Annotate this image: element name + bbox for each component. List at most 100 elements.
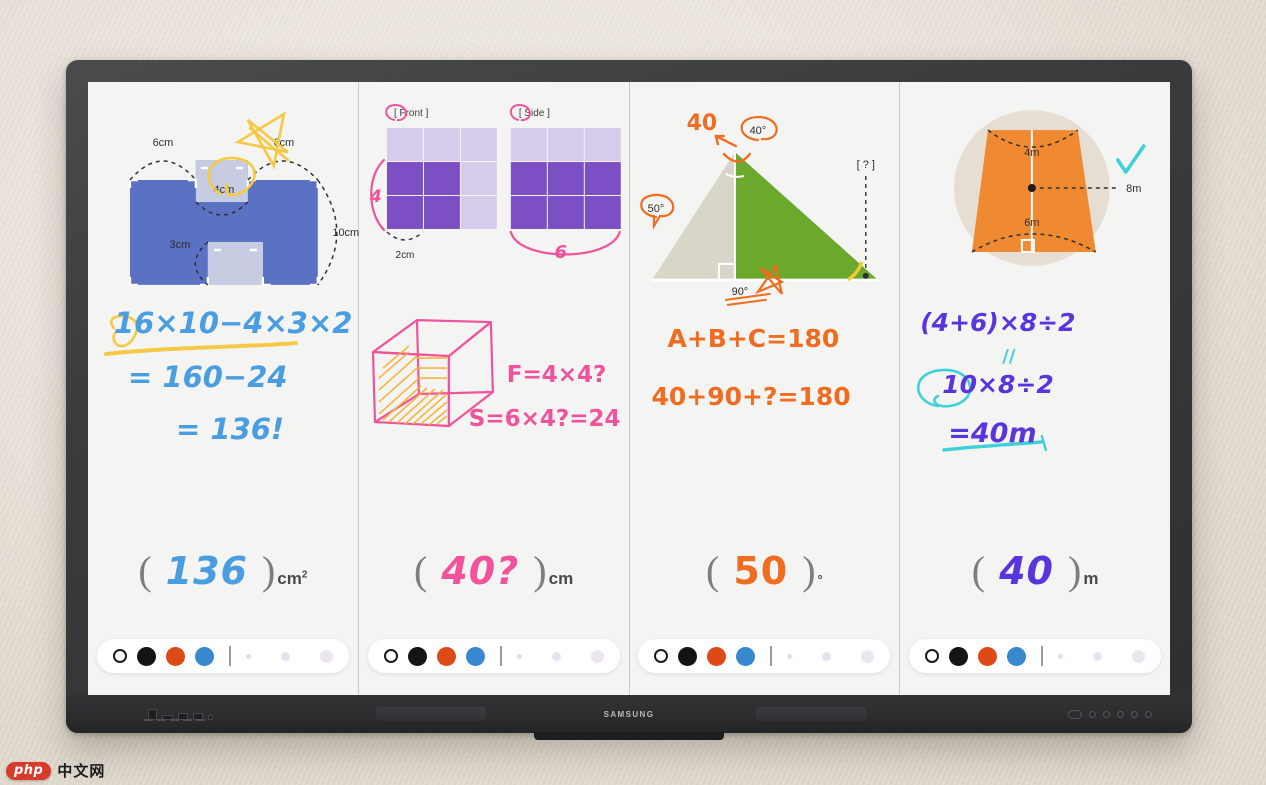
unknown-angle-arc <box>846 261 863 282</box>
palette-wrap-1 <box>88 639 358 673</box>
pen-size-small-icon[interactable] <box>245 653 251 659</box>
label-2cm: 2cm <box>395 250 414 261</box>
center-dot <box>1028 184 1037 193</box>
speaker-grille-left <box>376 707 486 721</box>
side-grid <box>510 128 621 229</box>
triangle-right-fill <box>734 152 878 280</box>
answer-open-paren: ( <box>414 547 428 593</box>
volume-down-button-icon[interactable] <box>1131 710 1138 718</box>
figure-composite-rectangle: 6cm 6cm 4cm 3cm 10cm <box>88 90 359 308</box>
palette-divider <box>228 646 231 666</box>
front-grid <box>386 128 497 229</box>
unit-text: cm <box>548 568 574 588</box>
answer-unit: cm2 <box>277 569 307 589</box>
pen-size-medium-icon[interactable] <box>280 651 290 661</box>
pen-size-small-icon[interactable] <box>787 653 793 659</box>
panel-4-trapezoid-area[interactable]: 4m 6m 8m (4+6)×8÷2 // 10×8÷2 =40 <box>900 82 1170 695</box>
answer-open-paren: ( <box>971 547 986 593</box>
home-button-icon[interactable] <box>1145 710 1152 718</box>
pen-color-white-icon[interactable] <box>383 649 398 663</box>
work-line-1: F=4×4? <box>506 362 607 388</box>
dimension-arc-2cm <box>386 231 424 241</box>
pen-color-orange-icon[interactable] <box>165 646 185 666</box>
highlight-circle <box>917 368 972 408</box>
color-palette-toolbar[interactable] <box>367 639 620 673</box>
label-6: 6 <box>554 242 567 263</box>
color-palette-toolbar[interactable] <box>638 639 891 673</box>
palette-wrap-3 <box>630 639 900 673</box>
pen-color-black-icon[interactable] <box>949 646 969 666</box>
work-area-4[interactable]: (4+6)×8÷2 // 10×8÷2 =40m <box>900 308 1170 525</box>
figure-grid-views: [ Front ] [ Side ] 4 2cm <box>359 90 629 308</box>
pen-color-blue-icon[interactable] <box>194 646 214 666</box>
panel-2-surface-area[interactable]: [ Front ] [ Side ] 4 2cm <box>358 82 630 695</box>
device-control-buttons[interactable] <box>1068 709 1152 719</box>
pen-color-orange-icon[interactable] <box>978 646 998 666</box>
pen-size-large-icon[interactable] <box>590 649 604 663</box>
pen-color-blue-icon[interactable] <box>1007 646 1027 666</box>
pen-color-black-icon[interactable] <box>407 646 427 666</box>
samsung-display-device: 6cm 6cm 4cm 3cm 10cm <box>66 60 1192 740</box>
answer-row-4[interactable]: ( 40 ) m <box>900 525 1170 615</box>
pen-color-white-icon[interactable] <box>654 649 669 663</box>
pen-size-medium-icon[interactable] <box>822 651 832 661</box>
star-annotation-icon <box>234 111 290 170</box>
pen-color-blue-icon[interactable] <box>465 646 485 666</box>
label-6m: 6m <box>1025 217 1040 229</box>
screen[interactable]: 6cm 6cm 4cm 3cm 10cm <box>88 82 1170 695</box>
check-icon <box>1116 144 1146 174</box>
pen-size-large-icon[interactable] <box>1132 649 1146 663</box>
whiteboard-panels: 6cm 6cm 4cm 3cm 10cm <box>88 82 1170 695</box>
php-logo: php <box>6 761 52 780</box>
panel-3-angle-sum[interactable]: [ ? ] 50° 40° <box>629 82 901 695</box>
answer-unit: m <box>1083 568 1099 588</box>
source-button-icon[interactable] <box>1103 710 1110 718</box>
work-line-2: 40+90+?=180 <box>651 382 851 411</box>
color-palette-toolbar[interactable] <box>96 639 349 673</box>
answer-value: 50 <box>733 548 789 593</box>
pen-color-orange-icon[interactable] <box>436 646 456 666</box>
answer-row-3[interactable]: ( 50 ) ° <box>630 525 900 615</box>
work-area-3[interactable]: A+B+C=180 40+90+?=180 <box>630 310 900 525</box>
pen-color-blue-icon[interactable] <box>736 646 756 666</box>
answer-value: 40 <box>999 548 1054 593</box>
work-equals-mark: // <box>1002 346 1016 367</box>
color-palette-toolbar[interactable] <box>909 639 1162 673</box>
label-front-view: [ Front ] <box>394 108 429 119</box>
pen-size-small-icon[interactable] <box>516 653 522 659</box>
power-button-icon[interactable] <box>1068 709 1082 719</box>
label-circles <box>384 104 531 122</box>
volume-up-button-icon[interactable] <box>1117 710 1124 718</box>
menu-button-icon[interactable] <box>1089 710 1096 718</box>
pen-color-white-icon[interactable] <box>925 649 940 663</box>
label-90: 90° <box>731 286 748 298</box>
pen-color-white-icon[interactable] <box>112 649 127 663</box>
pen-size-medium-icon[interactable] <box>1093 651 1103 661</box>
label-50-text: 50° <box>647 203 664 215</box>
work-area-2[interactable]: F=4×4? S=6×4?=24 <box>359 310 629 525</box>
palette-divider <box>1041 646 1044 666</box>
pen-size-medium-icon[interactable] <box>551 651 561 661</box>
underline-90 <box>724 292 771 306</box>
pen-color-orange-icon[interactable] <box>707 646 727 666</box>
label-6cm-left: 6cm <box>153 137 174 149</box>
answer-row-2[interactable]: ( 40? ) cm <box>359 525 629 615</box>
brand-logo: SAMSUNG <box>603 709 655 719</box>
answer-value: 136 <box>165 548 248 593</box>
pen-size-large-icon[interactable] <box>319 649 333 663</box>
pen-size-large-icon[interactable] <box>861 649 875 663</box>
highlight-underline <box>942 440 1044 452</box>
figure-triangle-angles: [ ? ] 50° 40° <box>630 90 900 308</box>
panel-1-composite-area[interactable]: 6cm 6cm 4cm 3cm 10cm <box>88 82 359 695</box>
triangle-left-fill <box>651 152 735 280</box>
pen-size-small-icon[interactable] <box>1058 653 1064 659</box>
answer-row-1[interactable]: ( 136 ) cm2 <box>88 525 358 615</box>
pen-color-black-icon[interactable] <box>678 646 698 666</box>
pen-color-black-icon[interactable] <box>136 646 156 666</box>
work-line-1: 16×10−4×3×2 <box>114 306 353 340</box>
cube-sketch <box>371 318 494 428</box>
work-area-1[interactable]: 16×10−4×3×2 = 160−24 = 136! <box>88 306 358 525</box>
work-line-1: A+B+C=180 <box>667 324 840 353</box>
work-line-2: 10×8÷2 <box>942 370 1054 399</box>
work-line-2: = 160−24 <box>128 360 288 394</box>
